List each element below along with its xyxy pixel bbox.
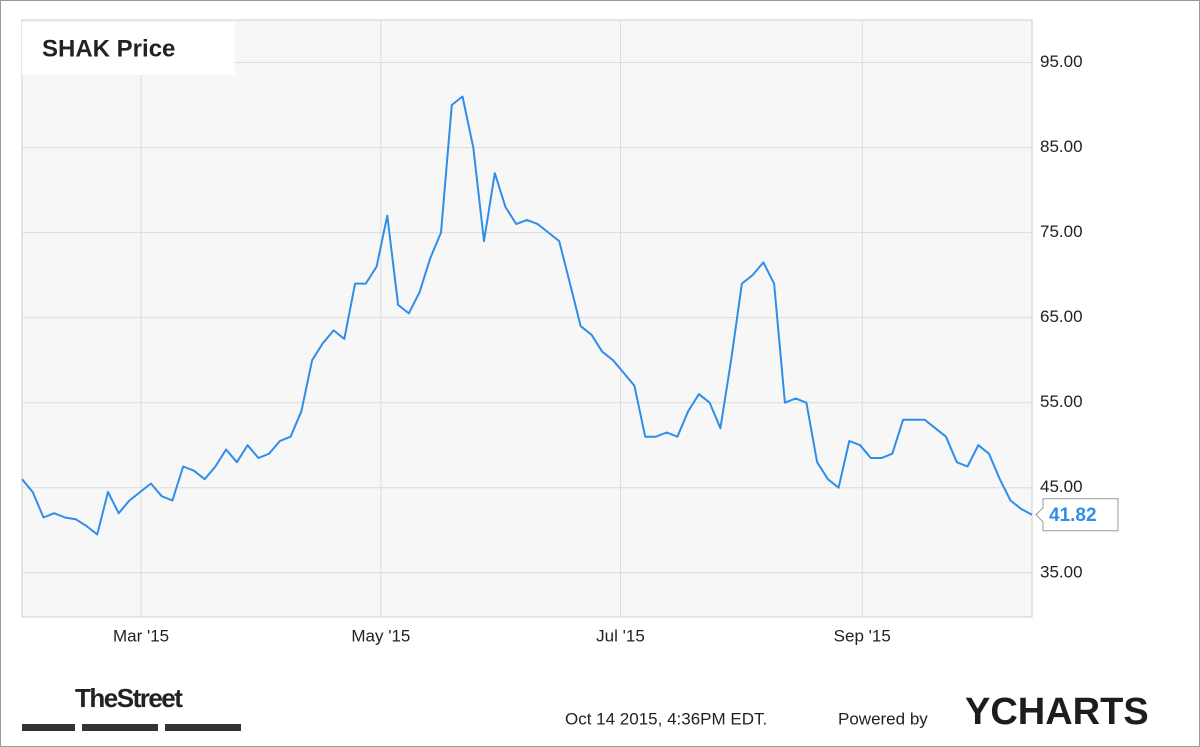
chart-title: SHAK Price <box>42 35 175 62</box>
price-line <box>21 95 1033 536</box>
y-tick-label: 65.00 <box>1040 307 1083 326</box>
powered-by: Powered by <box>838 709 928 728</box>
last-value-box <box>1035 498 1119 532</box>
y-tick-label: 35.00 <box>1040 562 1083 581</box>
y-tick-label: 85.00 <box>1040 137 1083 156</box>
x-tick-label: Mar '15 <box>113 626 169 645</box>
y-tick-label: 55.00 <box>1040 392 1083 411</box>
x-tick-label: Jul '15 <box>596 626 645 645</box>
marks <box>21 95 1119 536</box>
brand-logo: YCHARTS <box>965 691 1149 733</box>
y-tick-label: 45.00 <box>1040 477 1083 496</box>
y-tick-label: 75.00 <box>1040 222 1083 241</box>
timestamp: Oct 14 2015, 4:36PM EDT. <box>565 709 767 728</box>
logo-bar <box>22 724 75 731</box>
last-value-label: 41.82 <box>1049 505 1097 526</box>
plot-area <box>21 19 1033 618</box>
logo-bar <box>82 724 158 731</box>
x-tick-label: May '15 <box>351 626 410 645</box>
x-tick-label: Sep '15 <box>834 626 891 645</box>
source-logo: TheStreet <box>75 683 183 713</box>
y-tick-label: 95.00 <box>1040 52 1083 71</box>
grid <box>22 20 1032 617</box>
title-box <box>22 22 235 75</box>
logo-bar <box>165 724 241 731</box>
